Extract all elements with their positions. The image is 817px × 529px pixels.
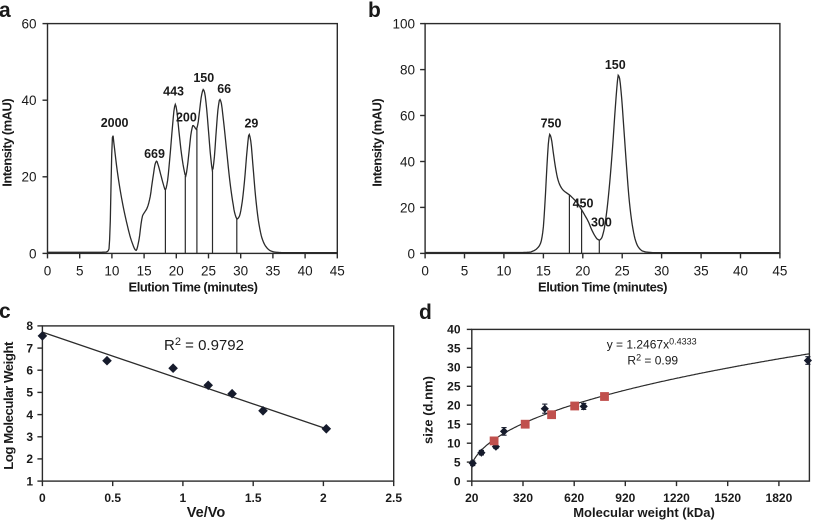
svg-text:750: 750 — [541, 117, 562, 131]
svg-text:0.5: 0.5 — [104, 491, 121, 505]
svg-text:5: 5 — [76, 264, 84, 279]
svg-text:443: 443 — [163, 85, 184, 99]
svg-text:2000: 2000 — [101, 116, 129, 130]
svg-text:100: 100 — [392, 17, 415, 32]
svg-text:0: 0 — [44, 264, 52, 279]
svg-text:1820: 1820 — [766, 491, 793, 505]
svg-text:150: 150 — [193, 71, 214, 85]
svg-text:0: 0 — [454, 474, 461, 488]
svg-text:45: 45 — [772, 264, 787, 279]
svg-text:size (d.nm): size (d.nm) — [421, 376, 436, 444]
svg-text:1: 1 — [180, 491, 187, 505]
svg-text:20: 20 — [400, 200, 415, 215]
svg-text:320: 320 — [513, 491, 533, 505]
svg-text:60: 60 — [400, 108, 415, 123]
svg-text:35: 35 — [694, 264, 709, 279]
svg-text:15: 15 — [137, 264, 152, 279]
svg-text:8: 8 — [26, 319, 33, 333]
svg-text:b: b — [368, 0, 381, 22]
svg-text:35: 35 — [447, 342, 461, 356]
svg-text:2.5: 2.5 — [385, 491, 402, 505]
svg-text:35: 35 — [265, 264, 280, 279]
svg-text:7: 7 — [26, 341, 33, 355]
svg-text:1520: 1520 — [714, 491, 741, 505]
svg-text:Molecular weight (kDa): Molecular weight (kDa) — [573, 505, 715, 520]
svg-text:1220: 1220 — [663, 491, 690, 505]
svg-text:40: 40 — [733, 264, 748, 279]
svg-text:a: a — [0, 0, 11, 22]
svg-text:450: 450 — [573, 197, 594, 211]
svg-text:1.5: 1.5 — [245, 491, 262, 505]
svg-text:R2 = 0.99: R2 = 0.99 — [627, 353, 678, 368]
svg-text:15: 15 — [536, 264, 551, 279]
svg-text:0: 0 — [407, 246, 415, 261]
svg-text:25: 25 — [447, 380, 461, 394]
svg-text:Log Molecular Weight: Log Molecular Weight — [1, 341, 16, 470]
svg-text:25: 25 — [201, 264, 216, 279]
svg-text:15: 15 — [447, 418, 461, 432]
svg-text:40: 40 — [400, 154, 415, 169]
svg-text:Ve/Vo: Ve/Vo — [187, 505, 226, 521]
svg-text:10: 10 — [104, 264, 119, 279]
svg-text:66: 66 — [217, 82, 231, 96]
svg-text:40: 40 — [21, 93, 36, 108]
svg-text:0: 0 — [29, 246, 37, 261]
svg-text:0: 0 — [421, 264, 429, 279]
svg-text:10: 10 — [496, 264, 511, 279]
svg-text:10: 10 — [447, 437, 461, 451]
svg-text:25: 25 — [615, 264, 630, 279]
svg-text:29: 29 — [244, 116, 258, 130]
svg-text:6: 6 — [26, 364, 33, 378]
svg-text:5: 5 — [454, 455, 461, 469]
svg-text:60: 60 — [21, 17, 36, 32]
svg-text:5: 5 — [26, 386, 33, 400]
svg-text:2: 2 — [320, 491, 327, 505]
svg-text:Elution Time (minutes): Elution Time (minutes) — [129, 280, 258, 295]
svg-text:40: 40 — [298, 264, 313, 279]
svg-text:5: 5 — [461, 264, 469, 279]
svg-text:R2 = 0.9792: R2 = 0.9792 — [164, 336, 244, 354]
svg-text:3: 3 — [26, 430, 33, 444]
svg-text:20: 20 — [575, 264, 590, 279]
svg-text:920: 920 — [615, 491, 635, 505]
svg-text:Elution Time (minutes): Elution Time (minutes) — [538, 280, 667, 295]
svg-text:30: 30 — [654, 264, 669, 279]
svg-text:0: 0 — [39, 491, 46, 505]
svg-text:150: 150 — [605, 58, 626, 72]
svg-text:20: 20 — [447, 399, 461, 413]
svg-text:45: 45 — [330, 264, 345, 279]
svg-text:20: 20 — [21, 170, 36, 185]
svg-text:80: 80 — [400, 63, 415, 78]
svg-text:1: 1 — [26, 474, 33, 488]
svg-text:30: 30 — [233, 264, 248, 279]
svg-text:30: 30 — [447, 361, 461, 375]
svg-text:300: 300 — [591, 216, 612, 230]
svg-text:620: 620 — [564, 491, 584, 505]
svg-text:c: c — [0, 300, 11, 323]
svg-text:20: 20 — [169, 264, 184, 279]
svg-text:Intensity (mAU): Intensity (mAU) — [0, 99, 15, 187]
svg-text:20: 20 — [465, 491, 479, 505]
svg-text:40: 40 — [447, 323, 461, 337]
svg-text:200: 200 — [176, 111, 197, 125]
svg-text:2: 2 — [26, 452, 33, 466]
svg-text:669: 669 — [144, 147, 165, 161]
svg-text:d: d — [419, 301, 432, 324]
svg-text:Intensity (mAU): Intensity (mAU) — [370, 99, 385, 187]
svg-text:4: 4 — [26, 408, 33, 422]
